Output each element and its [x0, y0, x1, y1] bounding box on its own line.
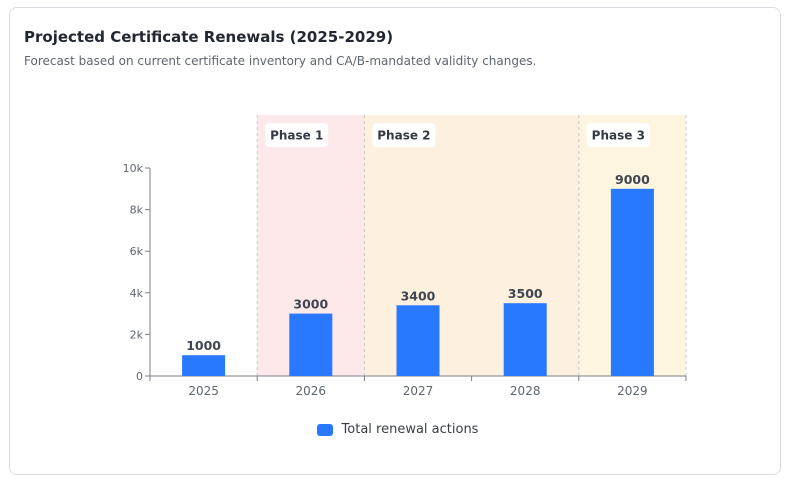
chart-title: Projected Certificate Renewals (2025-202…: [24, 28, 394, 46]
x-tick-label: 2025: [188, 384, 219, 398]
bar[interactable]: [289, 313, 333, 376]
data-label: 1000: [186, 338, 221, 353]
x-tick-label: 2029: [617, 384, 648, 398]
x-tick-label: 2027: [403, 384, 434, 398]
phase-label-box: [586, 123, 650, 147]
bar[interactable]: [503, 303, 547, 376]
data-label: 3500: [508, 286, 543, 301]
phase-label-box: [265, 123, 329, 147]
data-label: 9000: [615, 172, 650, 187]
y-tick-label: 2k: [130, 328, 144, 341]
y-tick-label: 8k: [130, 204, 144, 217]
phase-label: Phase 1: [270, 129, 323, 143]
y-tick-label: 0: [136, 370, 143, 383]
phase-label-box: [372, 123, 436, 147]
bar[interactable]: [610, 188, 654, 376]
data-label: 3400: [401, 288, 436, 303]
y-tick-label: 10k: [123, 162, 144, 175]
legend-swatch: [316, 423, 333, 436]
data-label: 3000: [293, 297, 328, 312]
legend: Total renewal actions: [0, 422, 795, 437]
phase-label: Phase 3: [592, 129, 645, 143]
phase-label: Phase 2: [377, 129, 430, 143]
y-tick-label: 6k: [130, 245, 144, 258]
chart-subtitle: Forecast based on current certificate in…: [24, 54, 537, 68]
legend-label: Total renewal actions: [341, 422, 479, 437]
x-tick-label: 2028: [510, 384, 541, 398]
bar[interactable]: [396, 305, 440, 376]
x-tick-label: 2026: [296, 384, 327, 398]
bar[interactable]: [182, 355, 226, 376]
y-tick-label: 4k: [130, 287, 144, 300]
